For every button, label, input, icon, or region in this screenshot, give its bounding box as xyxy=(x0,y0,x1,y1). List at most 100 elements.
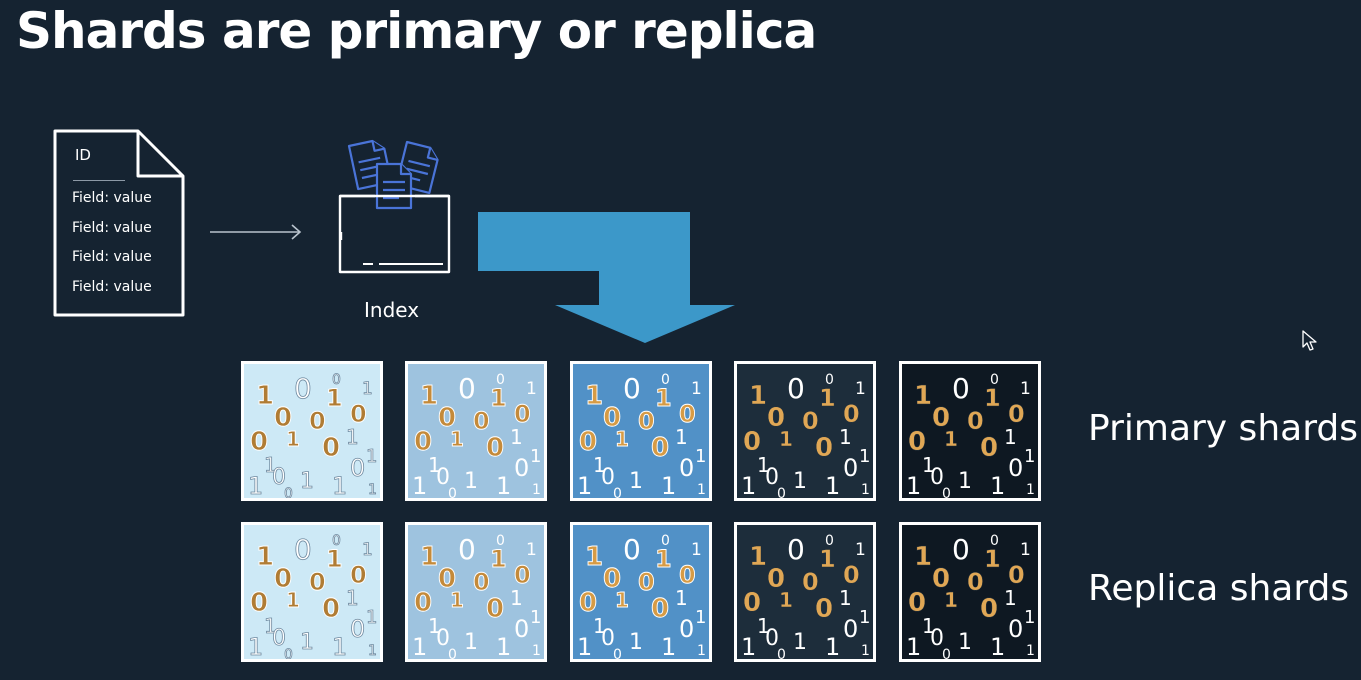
binary-digit: 0 xyxy=(908,588,926,618)
binary-digit: 1 xyxy=(861,643,870,659)
binary-digits-icon: 1 0 1 100 0 00 1 0 11 101 0 1 10 1 xyxy=(412,372,541,498)
binary-digit: 1 xyxy=(629,469,643,494)
binary-digit: 1 xyxy=(526,540,537,560)
binary-digit: 0 xyxy=(350,561,367,589)
binary-digit: 1 xyxy=(749,381,767,411)
binary-digit: 1 xyxy=(532,643,541,659)
binary-digit: 1 xyxy=(984,384,1001,412)
binary-digit: 0 xyxy=(843,615,858,643)
binary-digit: 0 xyxy=(767,564,785,594)
binary-digit: 1 xyxy=(577,633,592,659)
binary-digit: 0 xyxy=(825,372,834,388)
binary-digit: 0 xyxy=(679,454,694,482)
index-label: Index xyxy=(364,298,420,322)
binary-digit: 0 xyxy=(496,533,505,549)
binary-digit: 0 xyxy=(486,594,504,624)
binary-digit: 0 xyxy=(332,533,341,549)
binary-digit: 1 xyxy=(464,630,478,655)
binary-digit: 1 xyxy=(757,614,770,638)
binary-digit: 1 xyxy=(286,588,300,612)
binary-digit: 1 xyxy=(944,427,958,451)
index-icon xyxy=(338,139,451,274)
binary-digit: 1 xyxy=(332,472,347,498)
binary-digit: 1 xyxy=(248,633,263,659)
binary-digit: 1 xyxy=(496,472,511,498)
binary-digit: 1 xyxy=(655,545,672,573)
binary-digit: 0 xyxy=(967,407,984,435)
binary-digit: 1 xyxy=(661,472,676,498)
binary-digit: 0 xyxy=(284,647,293,659)
binary-digit: 1 xyxy=(332,633,347,659)
binary-digit: 0 xyxy=(350,400,367,428)
binary-digit: 1 xyxy=(906,472,921,498)
binary-digit: 0 xyxy=(990,372,999,388)
binary-digit: 1 xyxy=(990,472,1005,498)
binary-digit: 0 xyxy=(1008,561,1025,589)
binary-digit: 1 xyxy=(366,607,377,628)
binary-digit: 0 xyxy=(284,486,293,498)
binary-digit: 1 xyxy=(757,453,770,477)
binary-digits-icon: 1 0 1 100 0 00 1 0 11 101 0 1 10 1 xyxy=(741,372,870,498)
binary-digit: 0 xyxy=(638,407,655,435)
document-divider xyxy=(73,180,125,181)
binary-digit: 1 xyxy=(346,586,359,610)
binary-digit: 0 xyxy=(332,372,341,388)
binary-digit: 0 xyxy=(274,403,292,433)
binary-digit: 1 xyxy=(450,588,464,612)
binary-digit: 1 xyxy=(593,453,606,477)
binary-digit: 0 xyxy=(448,647,457,659)
binary-digit: 1 xyxy=(530,607,541,628)
binary-digit: 0 xyxy=(661,372,670,388)
binary-digit: 1 xyxy=(1004,425,1017,449)
binary-digit: 0 xyxy=(438,564,456,594)
binary-digit: 1 xyxy=(859,607,870,628)
binary-digit: 1 xyxy=(990,633,1005,659)
binary-digits-icon: 1 0 1 100 0 00 1 0 11 101 0 1 10 1 xyxy=(741,533,870,659)
binary-digit: 0 xyxy=(350,615,365,643)
binary-digit: 1 xyxy=(1024,446,1035,467)
binary-digit: 1 xyxy=(749,542,767,572)
binary-digit: 0 xyxy=(613,486,622,498)
binary-digit: 1 xyxy=(855,540,866,560)
binary-digit: 0 xyxy=(942,486,951,498)
binary-digit: 0 xyxy=(980,594,998,624)
binary-digit: 1 xyxy=(855,379,866,399)
binary-digit: 1 xyxy=(412,472,427,498)
binary-digit: 1 xyxy=(585,381,603,411)
binary-digit: 0 xyxy=(679,400,696,428)
binary-digit: 1 xyxy=(420,542,438,572)
binary-digit: 1 xyxy=(362,540,373,560)
binary-digit: 1 xyxy=(958,469,972,494)
binary-digit: 1 xyxy=(264,614,277,638)
binary-digit: 1 xyxy=(496,633,511,659)
document-field: Field: value xyxy=(72,220,152,236)
binary-digit: 0 xyxy=(250,427,268,457)
binary-digit: 0 xyxy=(514,615,529,643)
binary-digit: 0 xyxy=(272,626,286,651)
binary-digit: 0 xyxy=(350,454,365,482)
binary-digit: 0 xyxy=(272,465,286,490)
binary-digit: 1 xyxy=(691,379,702,399)
binary-digit: 1 xyxy=(695,607,706,628)
binary-digit: 1 xyxy=(741,472,756,498)
binary-digit: 1 xyxy=(779,588,793,612)
binary-digit: 0 xyxy=(843,561,860,589)
binary-digit: 1 xyxy=(793,630,807,655)
binary-digit: 1 xyxy=(577,472,592,498)
binary-digit: 1 xyxy=(825,633,840,659)
binary-digit: 1 xyxy=(819,384,836,412)
primary-shards-label: Primary shards xyxy=(1088,408,1358,449)
binary-digit: 0 xyxy=(601,626,615,651)
binary-digit: 0 xyxy=(579,588,597,618)
binary-digits-icon: 1 0 1 100 0 00 1 0 11 101 0 1 10 1 xyxy=(906,533,1035,659)
binary-digit: 1 xyxy=(464,469,478,494)
document-field: Field: value xyxy=(72,249,152,265)
binary-digit: 0 xyxy=(438,403,456,433)
binary-digit: 1 xyxy=(615,427,629,451)
binary-digit: 1 xyxy=(510,425,523,449)
